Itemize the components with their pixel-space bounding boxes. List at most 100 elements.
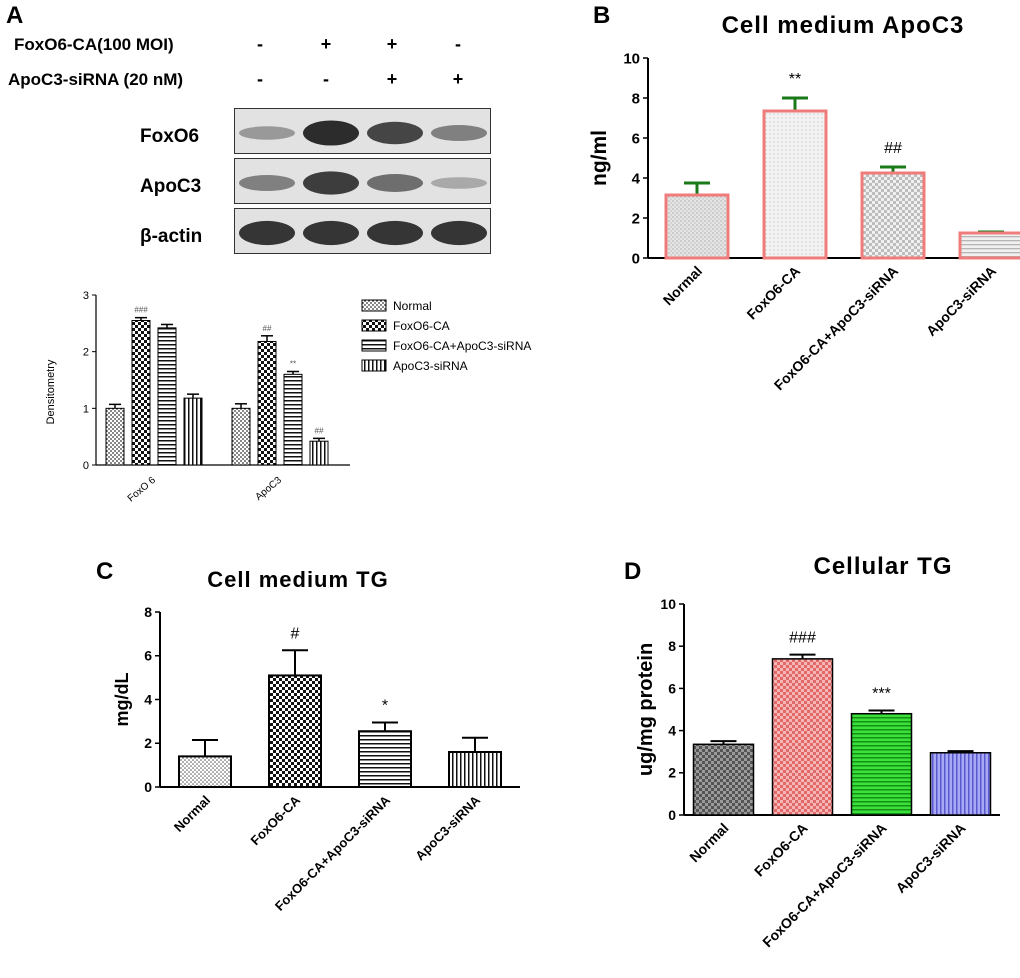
blot-band: [303, 171, 359, 195]
blot-label-apoc3: ApoC3: [140, 176, 202, 197]
y-tick-label: 10: [623, 50, 640, 67]
y-tick-label: 2: [668, 765, 676, 781]
significance-marker: ***: [872, 686, 891, 703]
blot-band: [431, 220, 487, 246]
blot-label-foxo6: FoxO6: [140, 126, 200, 147]
significance-marker: ###: [789, 630, 816, 647]
bar: [105, 407, 125, 466]
bar: [257, 340, 277, 466]
bar: [762, 109, 828, 260]
cell-medium-apoc3-chart: 0 2 4 6 8 10 Cell medium ApoC3 ng/ml Normal ** Fox…: [588, 12, 1020, 393]
condition-sign: -: [257, 34, 263, 54]
legend-swatch: [361, 319, 387, 332]
y-tick-label: 0: [632, 250, 640, 267]
condition-sign: +: [386, 34, 398, 54]
bar: [178, 755, 232, 788]
condition-apoc3-sirna-label: ApoC3-siRNA (20 nM): [8, 70, 184, 89]
bar: [309, 440, 329, 466]
y-tick-label: 0: [144, 779, 152, 795]
y-tick-label: 0: [668, 807, 676, 823]
x-tick-label: Normal: [660, 263, 705, 308]
legend-label: Normal: [393, 299, 432, 313]
significance-marker: ##: [263, 324, 272, 333]
bar: [358, 730, 412, 788]
legend-swatch: [361, 299, 387, 312]
legend-label: FoxO6-CA: [393, 319, 450, 333]
x-tick-label: FoxO6-CA: [751, 820, 811, 880]
y-tick-label: 2: [144, 735, 152, 751]
y-tick-label: 4: [668, 723, 676, 739]
bar: [183, 397, 203, 466]
blot-band: [239, 220, 295, 246]
significance-marker: ##: [315, 426, 324, 435]
significance-marker: ###: [134, 306, 148, 315]
blot-band: [431, 124, 487, 142]
x-tick-label: ApoC3-siRNA: [412, 792, 483, 863]
y-tick-label: 10: [660, 596, 676, 612]
y-tick-label: 6: [668, 680, 676, 696]
condition-sign: -: [323, 69, 329, 89]
y-tick-label: 1: [83, 403, 89, 415]
bar: [771, 658, 834, 816]
blot-band: [303, 220, 359, 246]
bar: [283, 373, 303, 466]
bar: [131, 320, 151, 466]
blot-band: [239, 126, 295, 140]
blot-label-beta-actin: β-actin: [140, 226, 203, 247]
y-tick-label: 3: [83, 290, 89, 302]
panel-b-letter: B: [593, 2, 611, 29]
x-tick-label: FoxO 6: [126, 475, 159, 505]
legend-swatch: [361, 359, 387, 372]
blot-band: [303, 120, 359, 146]
y-axis-label: ng/ml: [588, 130, 611, 186]
y-tick-label: 2: [632, 210, 640, 227]
blot-band: [367, 220, 423, 246]
bar: [692, 743, 755, 816]
y-tick-label: 8: [668, 638, 676, 654]
bar: [268, 674, 322, 788]
blot-band: [431, 177, 487, 189]
x-tick-label: FoxO6-CA: [743, 263, 803, 323]
chart-title: Cell medium TG: [207, 567, 388, 592]
condition-sign: +: [452, 69, 464, 89]
significance-marker: #: [291, 625, 300, 642]
y-tick-label: 6: [144, 648, 152, 664]
legend-swatch: [361, 339, 387, 352]
y-tick-label: 8: [144, 604, 152, 620]
x-tick-label: ApoC3-siRNA: [892, 820, 968, 896]
significance-marker: *: [382, 697, 388, 714]
blot-band: [239, 174, 295, 192]
significance-marker: ##: [884, 140, 902, 157]
y-axis-label: ug/mg protein: [635, 643, 657, 776]
y-tick-label: 0: [83, 460, 89, 472]
significance-marker: **: [290, 360, 296, 369]
x-tick-label: Normal: [686, 820, 731, 865]
y-axis-label: Densitometry: [45, 359, 57, 424]
bar: [157, 327, 177, 466]
bar: [850, 712, 913, 816]
blot-strip-beta-actin: [234, 208, 491, 254]
condition-sign: +: [320, 34, 332, 54]
bar: [958, 231, 1020, 260]
legend-label: FoxO6-CA+ApoC3-siRNA: [393, 339, 531, 353]
y-tick-label: 4: [632, 170, 641, 187]
cellular-tg-chart: 0 2 4 6 8 10 Cellular TG ug/mg protein Normal ###…: [635, 553, 1000, 950]
significance-marker: **: [789, 71, 801, 88]
bar: [860, 171, 926, 260]
y-tick-label: 4: [144, 691, 152, 707]
blot-strip-foxo6: [234, 108, 491, 154]
condition-sign: -: [455, 34, 461, 54]
cell-medium-tg-chart: 0 2 4 6 8 Cell medium TG mg/dL Normal # FoxO6-CA *…: [112, 567, 520, 914]
y-tick-label: 2: [83, 347, 89, 359]
y-axis-label: mg/dL: [112, 673, 132, 727]
panel-d-letter: D: [624, 558, 642, 585]
x-tick-label: ApoC3-siRNA: [923, 263, 999, 339]
panel-c-letter: C: [96, 558, 114, 585]
chart-title: Cellular TG: [813, 553, 952, 580]
blot-band: [367, 121, 423, 145]
blot-strip-apoc3: [234, 158, 491, 204]
bar: [448, 751, 502, 788]
chart-title: Cell medium ApoC3: [722, 12, 965, 39]
x-tick-label: FoxO6-CA: [248, 792, 304, 848]
blot-band: [367, 174, 423, 192]
